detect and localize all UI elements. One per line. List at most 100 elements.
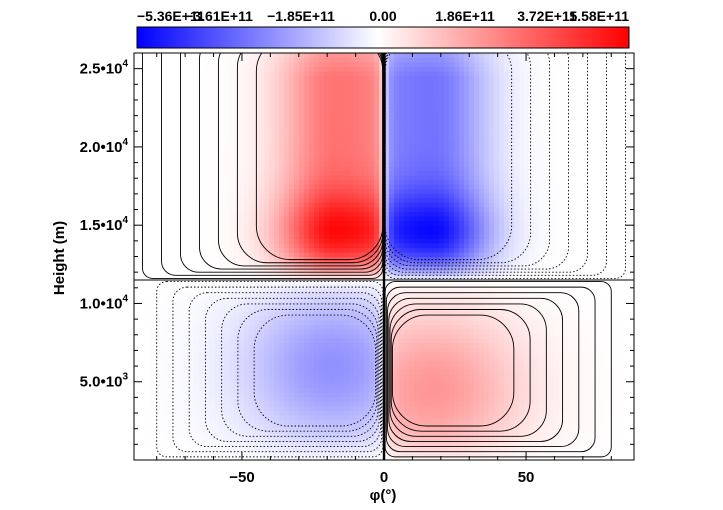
heatmap-cell: [199, 211, 205, 217]
heatmap-cell: [354, 324, 360, 330]
heatmap-cell: [364, 455, 370, 460]
heatmap-cell: [314, 374, 320, 380]
heatmap-cell: [229, 387, 235, 393]
heatmap-cell: [139, 455, 145, 460]
heatmap-cell: [254, 261, 260, 267]
heatmap-cell: [279, 450, 285, 457]
heatmap-cell: [244, 369, 250, 375]
heatmap-cell: [344, 188, 350, 194]
heatmap-cell: [219, 62, 225, 68]
heatmap-cell: [244, 75, 250, 81]
heatmap-cell: [214, 134, 220, 140]
heatmap-cell: [364, 297, 370, 303]
heatmap-cell: [279, 184, 285, 190]
heatmap-cell: [369, 215, 375, 221]
heatmap-cell: [189, 157, 195, 163]
heatmap-cell: [389, 161, 395, 167]
heatmap-cell: [219, 441, 225, 448]
heatmap-cell: [234, 428, 240, 434]
heatmap-cell: [189, 98, 195, 104]
heatmap-cell: [214, 378, 220, 384]
heatmap-cell: [199, 129, 205, 135]
heatmap-cell: [229, 256, 235, 262]
heatmap-cell: [319, 261, 325, 267]
heatmap-cell: [409, 441, 415, 448]
heatmap-cell: [149, 107, 155, 113]
heatmap-cell: [364, 401, 370, 407]
heatmap-cell: [284, 396, 290, 402]
heatmap-cell: [304, 111, 310, 117]
heatmap-cell: [189, 342, 195, 348]
heatmap-cell: [244, 423, 250, 429]
heatmap-cell: [164, 233, 170, 240]
heatmap-cell: [229, 211, 235, 217]
heatmap-cell: [169, 401, 175, 407]
heatmap-cell: [159, 283, 165, 289]
heatmap-cell: [279, 387, 285, 393]
heatmap-cell: [179, 333, 185, 339]
heatmap-cell: [249, 383, 255, 389]
heatmap-cell: [319, 423, 325, 429]
heatmap-cell: [334, 333, 340, 339]
heatmap-cell: [144, 301, 150, 307]
heatmap-cell: [399, 134, 405, 140]
heatmap-cell: [149, 233, 155, 240]
heatmap-cell: [169, 274, 175, 280]
heatmap-cell: [349, 351, 355, 357]
heatmap-cell: [194, 374, 200, 380]
heatmap-cell: [139, 93, 145, 99]
heatmap-cell: [239, 392, 245, 398]
heatmap-cell: [284, 66, 290, 72]
heatmap-cell: [214, 401, 220, 407]
heatmap-cell: [394, 261, 400, 267]
heatmap-cell: [289, 369, 295, 375]
heatmap-cell: [144, 256, 150, 262]
heatmap-cell: [269, 53, 275, 59]
heatmap-cell: [224, 242, 230, 249]
heatmap-cell: [374, 57, 380, 63]
heatmap-cell: [379, 120, 385, 126]
heatmap-cell: [399, 233, 405, 240]
heatmap-cell: [169, 102, 175, 108]
heatmap-cell: [324, 288, 330, 294]
heatmap-cell: [189, 233, 195, 240]
heatmap-cell: [344, 450, 350, 457]
heatmap-cell: [164, 306, 170, 312]
heatmap-cell: [184, 387, 190, 393]
heatmap-cell: [164, 428, 170, 434]
heatmap-cell: [164, 423, 170, 429]
heatmap-cell: [144, 129, 150, 135]
heatmap-cell: [324, 62, 330, 68]
heatmap-cell: [379, 233, 385, 240]
heatmap-cell: [404, 116, 410, 122]
heatmap-cell: [284, 441, 290, 448]
heatmap-cell: [134, 319, 140, 325]
heatmap-cell: [154, 143, 160, 149]
heatmap-cell: [184, 197, 190, 203]
heatmap-cell: [194, 120, 200, 126]
heatmap-cell: [379, 396, 385, 402]
heatmap-cell: [219, 206, 225, 212]
heatmap-cell: [214, 369, 220, 375]
heatmap-cell: [144, 211, 150, 217]
heatmap-cell: [359, 306, 365, 312]
heatmap-cell: [169, 360, 175, 366]
heatmap-cell: [219, 57, 225, 63]
heatmap-cell: [139, 170, 145, 176]
heatmap-cell: [249, 369, 255, 375]
heatmap-cell: [329, 89, 335, 95]
heatmap-cell: [169, 211, 175, 217]
heatmap-cell: [389, 432, 395, 438]
heatmap-cell: [339, 157, 345, 163]
heatmap-cell: [314, 134, 320, 140]
heatmap-cell: [374, 215, 380, 221]
heatmap-cell: [169, 369, 175, 375]
heatmap-cell: [374, 387, 380, 393]
heatmap-cell: [259, 315, 265, 321]
heatmap-cell: [299, 360, 305, 366]
heatmap-cell: [184, 288, 190, 294]
heatmap-cell: [249, 450, 255, 457]
heatmap-cell: [209, 328, 215, 334]
heatmap-cell: [139, 374, 145, 380]
heatmap-cell: [149, 392, 155, 398]
